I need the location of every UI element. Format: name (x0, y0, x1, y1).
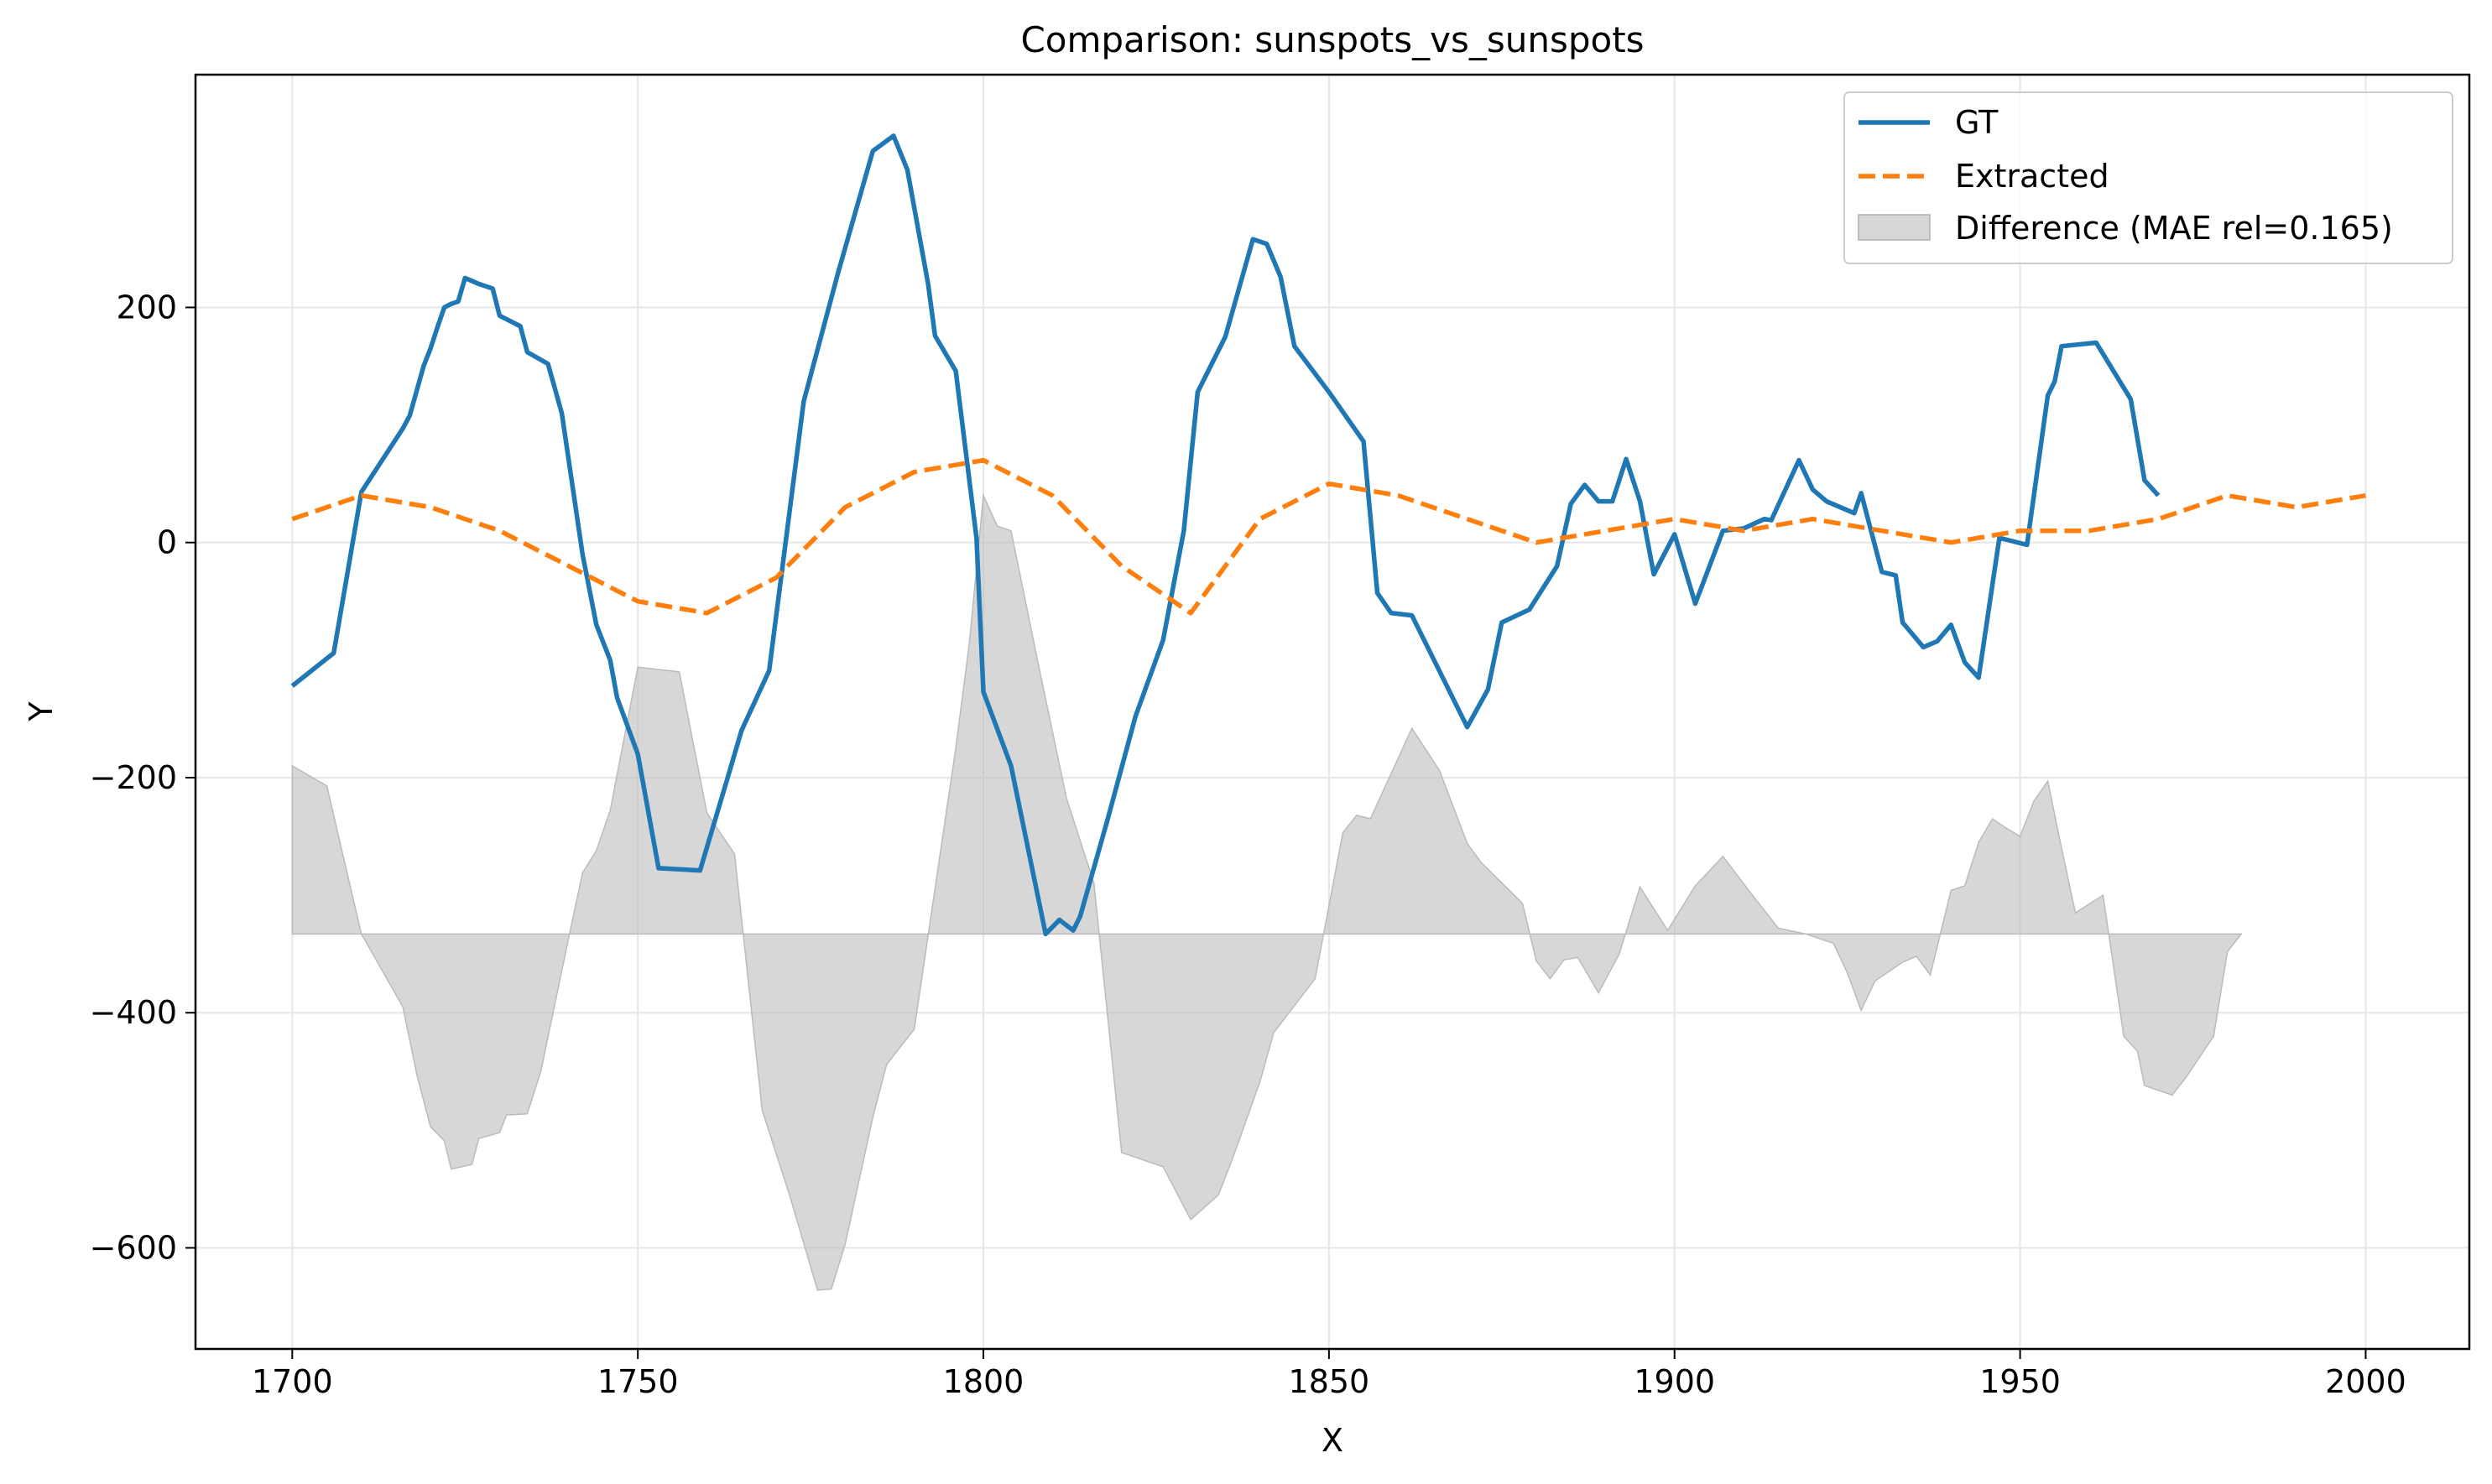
x-tick-label: 1800 (943, 1363, 1024, 1400)
legend: GT Extracted Difference (MAE rel=0.165) (1843, 91, 2453, 264)
legend-box (1843, 91, 2453, 264)
x-tick-label: 1850 (1289, 1363, 1370, 1400)
y-tick-label: −600 (90, 1229, 177, 1266)
difference-area (291, 492, 2243, 1291)
x-tick-label: 1900 (1634, 1363, 1715, 1400)
y-tick-label: 0 (157, 524, 177, 561)
x-axis-label: X (1322, 1422, 1343, 1459)
x-tick-label: 1950 (1979, 1363, 2061, 1400)
legend-extracted-label: Extracted (1955, 158, 2109, 195)
y-axis-label: Y (23, 701, 60, 722)
y-axis-ticks: −600 −400 −200 0 200 (90, 289, 196, 1266)
series-line-extracted (291, 457, 2366, 616)
x-tick-label: 1750 (597, 1363, 679, 1400)
plot-frame (194, 73, 2471, 1351)
x-tick-label: 1700 (252, 1363, 333, 1400)
legend-difference-swatch (1858, 214, 1931, 241)
y-tick-label: −400 (90, 994, 177, 1031)
series-line-gt (290, 133, 2161, 937)
series-layer (290, 133, 2366, 937)
y-tick-label: −200 (90, 759, 177, 796)
legend-difference-label: Difference (MAE rel=0.165) (1955, 210, 2393, 247)
x-axis-ticks: 1700 1750 1800 1850 1900 1950 2000 (252, 1349, 2406, 1400)
legend-gt-label: GT (1955, 104, 1999, 141)
chart-title: Comparison: sunspots_vs_sunspots (1020, 19, 1644, 60)
difference-layer (291, 492, 2243, 1291)
y-tick-label: 200 (116, 289, 177, 325)
x-tick-label: 2000 (2325, 1363, 2406, 1400)
